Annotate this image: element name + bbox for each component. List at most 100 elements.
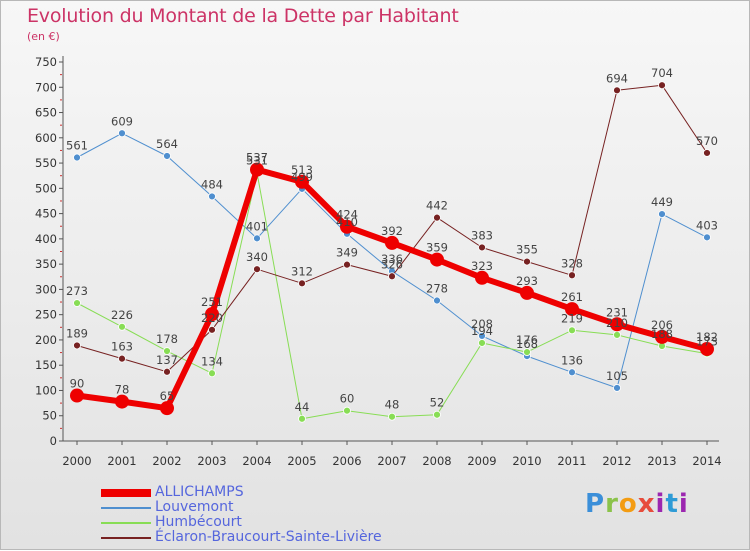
data-point xyxy=(700,342,714,357)
x-tick-label: 2002 xyxy=(152,454,181,468)
data-label: 65 xyxy=(160,389,175,403)
y-tick-label: 300 xyxy=(35,282,57,296)
legend-swatch xyxy=(101,489,151,497)
data-point xyxy=(73,341,81,350)
x-tick-label: 2013 xyxy=(647,454,676,468)
data-label: 261 xyxy=(561,290,583,304)
data-point xyxy=(430,252,444,267)
data-point xyxy=(208,369,216,378)
x-tick-label: 2010 xyxy=(512,454,541,468)
data-label: 403 xyxy=(696,218,718,232)
data-label: 168 xyxy=(516,337,538,351)
data-label: 401 xyxy=(246,219,268,233)
data-label: 219 xyxy=(561,311,583,325)
y-tick-label: 150 xyxy=(35,358,57,372)
x-tick-label: 2005 xyxy=(287,454,316,468)
data-label: 189 xyxy=(66,326,88,340)
data-label: 355 xyxy=(516,243,538,257)
data-point xyxy=(703,233,711,242)
legend-label: Louvemont xyxy=(155,499,234,515)
data-label: 90 xyxy=(70,377,85,391)
data-label: 410 xyxy=(336,215,358,229)
data-point xyxy=(250,162,264,177)
data-label: 105 xyxy=(606,369,628,383)
data-point xyxy=(115,394,129,409)
data-point xyxy=(613,384,621,392)
data-label: 312 xyxy=(291,264,313,278)
x-tick-label: 2000 xyxy=(62,454,91,468)
x-tick-label: 2012 xyxy=(602,454,631,468)
y-tick-label: 650 xyxy=(35,106,57,120)
data-point xyxy=(703,149,711,157)
y-tick-label: 700 xyxy=(35,80,57,94)
y-tick-label: 350 xyxy=(35,257,57,271)
data-point xyxy=(340,219,354,234)
data-point xyxy=(388,412,396,421)
data-label: 359 xyxy=(426,241,448,255)
data-label: 136 xyxy=(561,353,583,367)
data-label: 231 xyxy=(606,305,628,319)
data-label: 206 xyxy=(651,318,673,332)
data-label: 163 xyxy=(111,340,133,354)
data-point xyxy=(73,299,81,307)
data-point xyxy=(118,322,126,331)
legend-swatch xyxy=(101,522,151,524)
data-label: 226 xyxy=(111,308,133,322)
data-point xyxy=(385,235,399,250)
legend-label: Humbécourt xyxy=(155,514,242,530)
data-label: 323 xyxy=(471,259,493,273)
data-point xyxy=(433,296,441,305)
data-point xyxy=(568,326,576,335)
data-point xyxy=(568,368,576,377)
data-label: 499 xyxy=(291,170,313,184)
data-point xyxy=(298,414,306,423)
data-point xyxy=(208,325,216,334)
data-label: 383 xyxy=(471,228,493,242)
data-label: 484 xyxy=(201,177,223,191)
data-label: 210 xyxy=(606,316,628,330)
data-point xyxy=(253,265,261,274)
data-label: 182 xyxy=(696,330,718,344)
legend-swatch xyxy=(101,507,151,509)
data-label: 178 xyxy=(156,332,178,346)
data-label: 531 xyxy=(246,154,268,168)
data-label: 220 xyxy=(201,311,223,325)
data-label: 561 xyxy=(66,139,88,153)
data-point xyxy=(70,388,84,403)
data-point xyxy=(73,153,81,162)
y-tick-label: 750 xyxy=(35,55,57,69)
data-point xyxy=(163,152,171,160)
data-label: 424 xyxy=(336,208,358,222)
chart-subtitle: (en €) xyxy=(27,30,60,43)
data-label: 704 xyxy=(651,66,673,80)
x-tick-label: 2001 xyxy=(107,454,136,468)
data-point xyxy=(343,406,351,415)
chart-title: Evolution du Montant de la Dette par Hab… xyxy=(27,5,459,27)
data-point xyxy=(658,81,666,90)
data-point xyxy=(520,285,534,300)
data-point xyxy=(253,234,261,243)
data-point xyxy=(565,302,579,317)
data-label: 513 xyxy=(291,163,313,177)
data-label: 326 xyxy=(381,257,403,271)
legend-label: ALLICHAMPS xyxy=(155,484,244,500)
y-tick-label: 600 xyxy=(35,131,57,145)
data-point xyxy=(475,270,489,285)
data-point xyxy=(610,317,624,332)
data-point xyxy=(343,260,351,269)
y-tick-label: 100 xyxy=(35,383,57,397)
data-label: 78 xyxy=(115,383,130,397)
y-tick-label: 250 xyxy=(35,308,57,322)
data-point xyxy=(118,354,126,363)
y-tick-label: 0 xyxy=(50,434,57,448)
data-label: 134 xyxy=(201,354,223,368)
legend-swatch xyxy=(101,537,151,539)
data-label: 278 xyxy=(426,282,448,296)
data-point xyxy=(163,347,171,355)
data-label: 173 xyxy=(696,335,718,349)
x-tick-label: 2011 xyxy=(557,454,586,468)
data-label: 564 xyxy=(156,137,178,151)
y-tick-label: 500 xyxy=(35,181,57,195)
data-point xyxy=(295,174,309,189)
